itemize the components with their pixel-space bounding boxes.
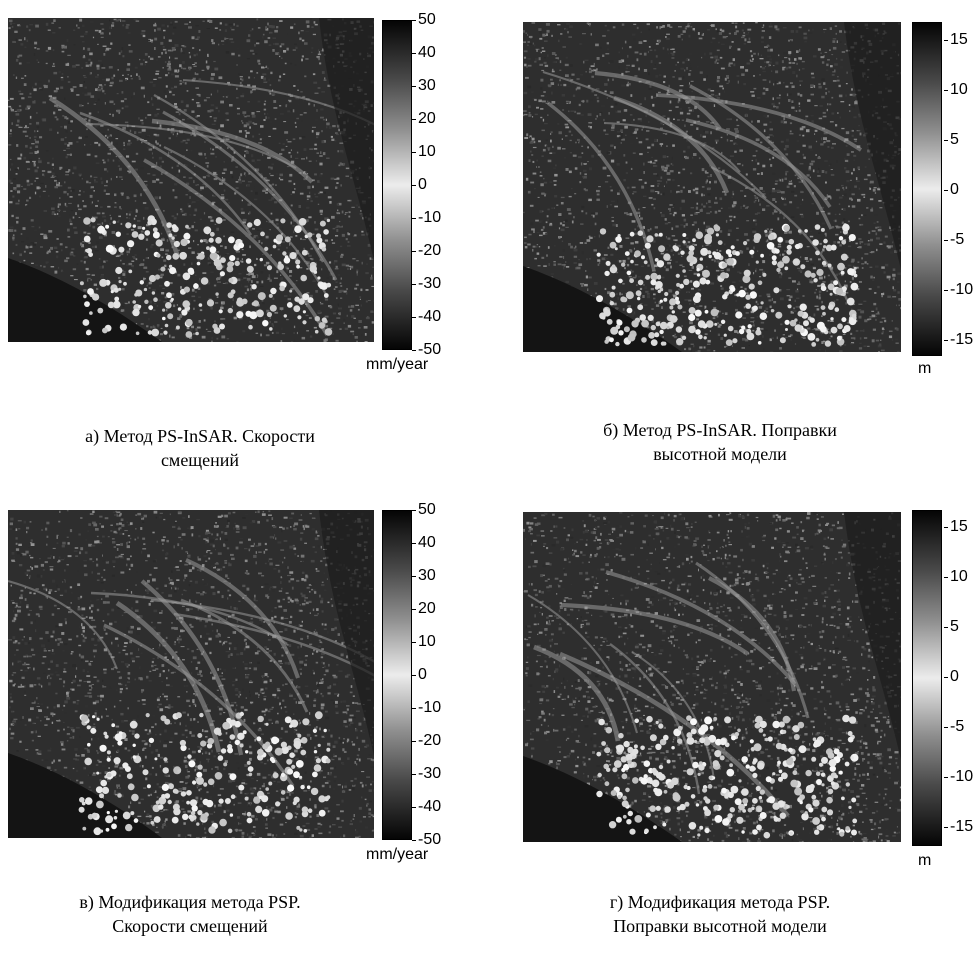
colorbar-tick-label: -30: [411, 765, 442, 782]
colorbar-tick-label: 20: [412, 110, 436, 127]
colorbar-d: [912, 510, 942, 846]
sar-image-b: [523, 22, 901, 352]
colorbar-tick-label: 10: [412, 633, 436, 650]
colorbar-tick-label: 50: [412, 501, 436, 518]
caption-a-line1: а) Метод PS-InSAR. Скорости: [85, 426, 315, 446]
colorbar-tick-label: 15: [944, 518, 968, 535]
colorbar-tick-label: -10: [411, 699, 442, 716]
unit-label-a: mm/year: [366, 356, 429, 373]
colorbar-tick-label: 0: [944, 181, 959, 198]
colorbar-tick-label: -5: [943, 231, 965, 248]
colorbar-tick-label: 50: [412, 11, 436, 28]
unit-label-d: m: [918, 852, 932, 869]
colorbar-tick-label: -50: [411, 341, 442, 358]
colorbar-tick-label: 15: [944, 31, 968, 48]
colorbar-tick-label: 0: [412, 176, 427, 193]
colorbar-a: [382, 20, 412, 350]
colorbar-tick-label: -5: [943, 718, 965, 735]
caption-b-line2: высотной модели: [653, 444, 787, 464]
colorbar-tick-label: 0: [412, 666, 427, 683]
colorbar-tick-label: -20: [411, 732, 442, 749]
colorbar-tick-label: 40: [412, 534, 436, 551]
caption-c: в) Модификация метода PSP. Скорости смещ…: [20, 890, 360, 938]
colorbar-tick-label: 5: [944, 618, 959, 635]
colorbar-tick-label: 5: [944, 131, 959, 148]
sar-image-a: [8, 18, 374, 342]
caption-b: б) Метод PS-InSAR. Поправки высотной мод…: [540, 418, 900, 466]
caption-d-line1: г) Модификация метода PSP.: [609, 892, 831, 912]
colorbar-tick-label: -10: [943, 281, 974, 298]
colorbar-tick-label: 40: [412, 44, 436, 61]
colorbar-tick-label: -15: [943, 331, 974, 348]
unit-label-b: m: [918, 360, 932, 377]
caption-c-line1: в) Модификация метода PSP.: [79, 892, 301, 912]
colorbar-tick-label: 30: [412, 77, 436, 94]
colorbar-tick-label: -50: [411, 831, 442, 848]
sar-map-a: [8, 18, 374, 342]
colorbar-tick-label: 10: [412, 143, 436, 160]
colorbar-tick-label: -10: [943, 768, 974, 785]
colorbar-tick-label: -15: [943, 818, 974, 835]
caption-d: г) Модификация метода PSP. Поправки высо…: [540, 890, 900, 938]
caption-a: а) Метод PS-InSAR. Скорости смещений: [30, 424, 370, 472]
colorbar-tick-label: -40: [411, 798, 442, 815]
caption-a-line2: смещений: [160, 450, 240, 470]
colorbar-tick-label: 30: [412, 567, 436, 584]
sar-map-d: [523, 512, 901, 842]
colorbar-c: [382, 510, 412, 840]
sar-image-c: [8, 510, 374, 838]
colorbar-tick-label: 10: [944, 568, 968, 585]
caption-c-line2: Скорости смещений: [112, 916, 268, 936]
colorbar-tick-label: -30: [411, 275, 442, 292]
colorbar-tick-label: 10: [944, 81, 968, 98]
colorbar-tick-label: 0: [944, 668, 959, 685]
unit-label-c: mm/year: [366, 846, 429, 863]
caption-b-line1: б) Метод PS-InSAR. Поправки: [603, 420, 837, 440]
caption-d-line2: Поправки высотной модели: [613, 916, 827, 936]
colorbar-tick-label: 20: [412, 600, 436, 617]
colorbar-tick-label: -10: [411, 209, 442, 226]
colorbar-tick-label: -20: [411, 242, 442, 259]
colorbar-tick-label: -40: [411, 308, 442, 325]
colorbar-b: [912, 22, 942, 356]
sar-map-b: [523, 22, 901, 352]
sar-map-c: [8, 510, 374, 838]
sar-image-d: [523, 512, 901, 842]
